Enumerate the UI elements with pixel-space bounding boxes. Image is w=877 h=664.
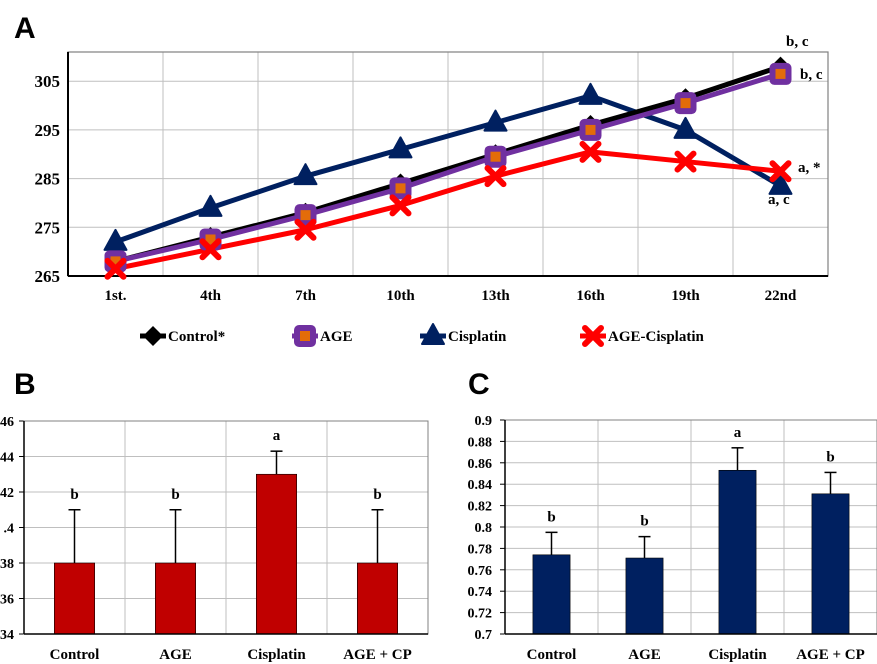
y-tick-label: .4	[4, 522, 15, 537]
x-tick-label: 1st.	[104, 288, 126, 304]
y-tick-label: 0.82	[468, 500, 493, 515]
y-tick-label: 305	[35, 72, 61, 91]
y-tick-label: 0.8	[475, 521, 493, 536]
x-tick-label: 19th	[671, 288, 700, 304]
y-tick-label: 0.7	[475, 628, 493, 643]
data-point-fill	[776, 69, 786, 79]
y-tick-label: .42	[0, 486, 14, 501]
y-tick-label: 0.86	[468, 457, 493, 472]
bar	[357, 563, 397, 634]
bar	[256, 474, 296, 634]
y-tick-label: 295	[35, 121, 61, 140]
x-tick-label: 4th	[200, 288, 221, 304]
data-point-fill	[396, 183, 406, 193]
y-tick-label: 275	[35, 218, 61, 237]
bar-significance-label: b	[547, 509, 555, 525]
bar-significance-label: a	[734, 425, 742, 441]
y-tick-label: .44	[0, 451, 14, 466]
panel-label-b: B	[14, 368, 36, 401]
x-tick-label: 13th	[481, 288, 510, 304]
panel-label-a: A	[14, 12, 36, 45]
bar	[812, 494, 849, 634]
x-tick-label: AGE	[159, 647, 192, 663]
bar	[54, 563, 94, 634]
panel-label-c: C	[468, 368, 490, 401]
data-point-fill	[300, 331, 310, 341]
legend-label: AGE	[320, 329, 353, 345]
legend-label: Control*	[168, 329, 225, 345]
y-tick-label: 0.9	[475, 414, 493, 429]
y-tick-label: 0.84	[468, 478, 493, 493]
data-point-fill	[491, 152, 501, 162]
x-tick-label: Cisplatin	[247, 647, 306, 663]
legend-label: Cisplatin	[448, 329, 507, 345]
x-tick-label: Control	[50, 647, 100, 663]
y-tick-label: .36	[0, 593, 14, 608]
data-point	[143, 326, 163, 346]
chart-legend: Control* AGE Cisplatin AGE-Cisplatin	[140, 324, 705, 347]
bar	[719, 470, 756, 634]
data-point-fill	[681, 98, 691, 108]
data-point-fill	[586, 125, 596, 135]
data-point-fill	[301, 210, 311, 220]
y-tick-label: .38	[0, 557, 14, 572]
annotation-label: a, c	[768, 192, 790, 208]
bar-significance-label: a	[273, 428, 281, 444]
x-tick-label: Control	[527, 647, 577, 663]
y-tick-label: 0.78	[468, 542, 493, 557]
y-tick-label: 285	[35, 170, 61, 189]
bar-significance-label: b	[373, 487, 381, 503]
bar-significance-label: b	[826, 449, 834, 465]
x-tick-label: Cisplatin	[708, 647, 767, 663]
bar-chart-panel-b: .34 .36 .38 .4 .42 .44 .46 b Control b AGE a Cisplat…	[0, 415, 428, 663]
y-tick-label: 0.76	[468, 564, 493, 579]
legend-label: AGE-Cisplatin	[608, 329, 705, 345]
y-tick-label: 0.74	[468, 585, 493, 600]
x-tick-label: 22nd	[765, 288, 797, 304]
bar	[533, 555, 570, 634]
annotation-label: b, c	[800, 67, 823, 83]
y-tick-label: 0.88	[468, 435, 493, 450]
bar-significance-label: b	[640, 514, 648, 530]
bar-significance-label: b	[171, 487, 179, 503]
x-tick-label: AGE	[628, 647, 661, 663]
x-tick-label: 7th	[295, 288, 316, 304]
bar	[626, 558, 663, 634]
x-tick-label: AGE + CP	[343, 647, 412, 663]
x-tick-label: AGE + CP	[796, 647, 865, 663]
bar-significance-label: b	[70, 487, 78, 503]
bar-chart-panel-c: 0.7 0.72 0.74 0.76 0.78 0.8 0.82 0.84 0.86 0.88 0.…	[468, 414, 877, 663]
x-tick-label: 16th	[576, 288, 605, 304]
line-chart-body-weight: 265 275 285 295 305 1st. 4th 7th 10th 13th 16th 19t…	[35, 34, 829, 304]
x-tick-label: 10th	[386, 288, 415, 304]
y-tick-label: 265	[35, 267, 61, 286]
annotation-label: b, c	[786, 34, 809, 50]
y-tick-label: 0.72	[468, 607, 493, 622]
annotation-label: a, *	[798, 160, 821, 176]
y-tick-label: .34	[0, 628, 14, 643]
y-tick-label: .46	[0, 415, 14, 430]
bar	[155, 563, 195, 634]
